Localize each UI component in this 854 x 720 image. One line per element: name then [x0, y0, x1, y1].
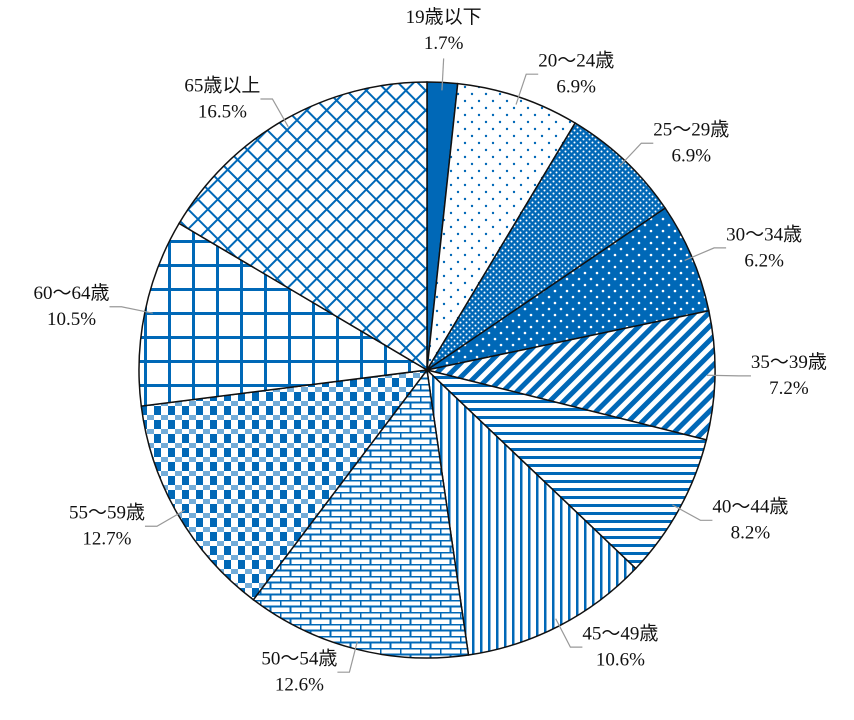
slice-label: 25〜29歳	[653, 119, 729, 141]
slice-label: 19歳以下	[406, 6, 482, 28]
slice-value-label: 16.5%	[198, 101, 247, 122]
leader-line	[260, 98, 289, 128]
slice-value-label: 8.2%	[731, 523, 771, 544]
slice-label: 55〜59歳	[69, 502, 145, 524]
slice-label: 35〜39歳	[751, 351, 827, 373]
leader-line	[672, 504, 713, 521]
slice-value-label: 12.7%	[82, 529, 131, 550]
leader-line	[555, 618, 583, 648]
slice-value-label: 6.9%	[672, 146, 712, 167]
slice-value-label: 10.5%	[47, 309, 96, 330]
slice-label: 20〜24歳	[538, 50, 614, 72]
slice-value-label: 7.2%	[769, 378, 809, 399]
slice-value-label: 10.6%	[596, 649, 645, 670]
slice-value-label: 1.7%	[424, 33, 464, 54]
slice-value-label: 12.6%	[275, 675, 324, 696]
slice-label: 50〜54歳	[261, 648, 337, 670]
slice-value-label: 6.2%	[744, 250, 784, 271]
leader-line	[706, 374, 751, 377]
slice-value-label: 6.9%	[556, 77, 596, 98]
leader-line	[684, 247, 727, 261]
slice-label: 60〜64歳	[33, 282, 109, 304]
leader-line	[337, 641, 358, 673]
slice-label: 65歳以上	[184, 74, 260, 96]
leader-line	[441, 58, 445, 91]
leader-line	[515, 73, 539, 105]
leader-line	[109, 306, 153, 314]
slice-label: 45〜49歳	[582, 622, 658, 644]
leader-line	[618, 142, 654, 167]
slice-label: 40〜44歳	[712, 496, 788, 518]
slice-label: 30〜34歳	[726, 223, 802, 245]
leader-line	[144, 509, 185, 527]
